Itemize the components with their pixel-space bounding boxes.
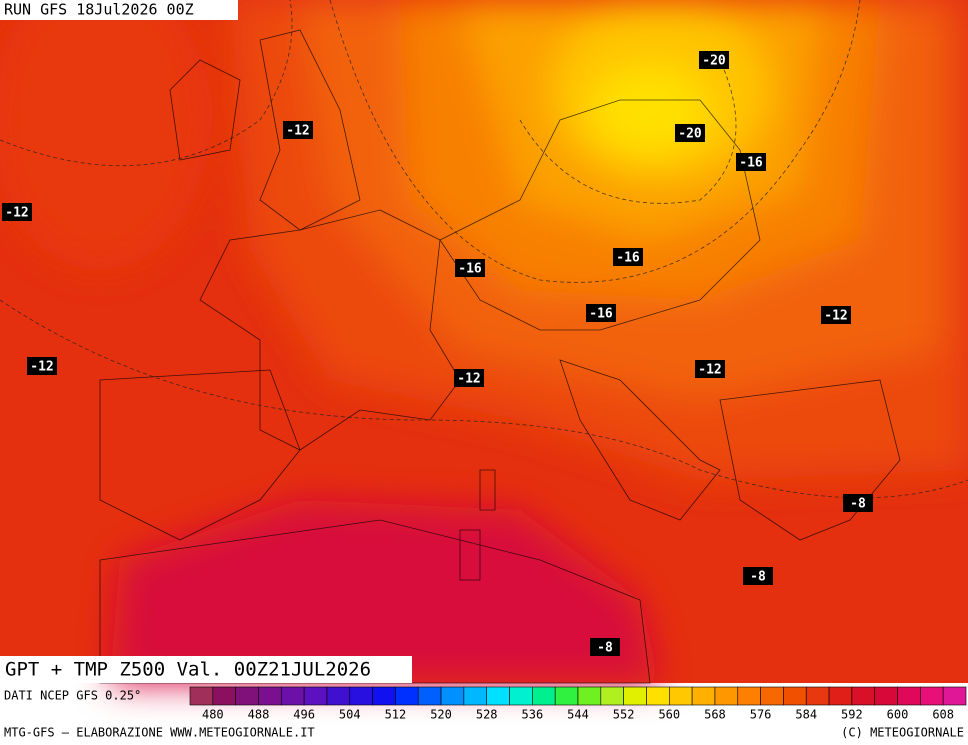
isotherm-label: -12	[824, 309, 847, 324]
colorbar-label: 544	[567, 708, 589, 722]
label-box	[736, 153, 766, 171]
isotherm-label: -12	[286, 124, 309, 139]
isotherm-label: -8	[597, 641, 613, 656]
label-box	[695, 360, 725, 378]
label-box	[675, 124, 705, 142]
isotherm-label: -16	[616, 251, 640, 266]
colorbar-swatch	[326, 686, 351, 706]
colorbar-swatch	[235, 686, 259, 706]
colorbar-swatch	[691, 686, 716, 706]
isotherm-label: -8	[750, 570, 766, 585]
colorbar-swatch	[189, 686, 214, 706]
colorbar-label: 488	[248, 708, 270, 722]
colorbar-swatch	[280, 686, 305, 706]
colorbar-label: 512	[385, 708, 407, 722]
colorbar-swatch	[851, 686, 876, 706]
colorbar-swatch	[440, 686, 465, 706]
colorbar-swatch	[623, 686, 647, 706]
colorbar-label: 528	[476, 708, 498, 722]
label-box	[590, 638, 620, 656]
footer-left: MTG-GFS – ELABORAZIONE WWW.METEOGIORNALE…	[4, 726, 315, 740]
isotherm-label: -12	[457, 372, 480, 387]
colorbar-swatch	[874, 686, 898, 706]
colorbar-swatch	[714, 686, 739, 706]
run-label: RUN GFS 18Jul2026 00Z	[4, 1, 194, 19]
colorbar-label: 608	[932, 708, 954, 722]
isotherm-labels: -12 -12 -12 -16 -16 -16 -12 -12 -12 -16 -20 -20 -8 -8…	[2, 51, 873, 656]
colorbar-swatch	[920, 686, 944, 706]
colorbar-swatch	[349, 686, 373, 706]
label-box	[586, 304, 616, 322]
isotherm-label: -20	[702, 54, 726, 69]
isotherm-label: -20	[678, 127, 702, 142]
colorbar-swatch	[417, 686, 442, 706]
label-box	[27, 357, 57, 375]
colorbar-label: 520	[430, 708, 452, 722]
isotherm-label: -8	[850, 497, 866, 512]
colorbar-swatch	[395, 686, 419, 706]
isotherm-label: -16	[589, 307, 613, 322]
colorbar-label: 584	[795, 708, 817, 722]
data-source: DATI NCEP GFS 0.25°	[4, 689, 141, 703]
colorbar-label: 552	[613, 708, 635, 722]
map-field	[0, 0, 968, 684]
colorbar-swatch	[805, 686, 830, 706]
colorbar-swatch	[554, 686, 579, 706]
run-box	[0, 0, 238, 20]
colorbar-swatch	[212, 686, 236, 706]
isotherm-label: -16	[739, 156, 763, 171]
colorbar-label: 504	[339, 708, 361, 722]
footer-right: (C) METEOGIORNALE	[841, 726, 964, 740]
colorbar-swatch	[258, 686, 282, 706]
colorbar-swatch	[828, 686, 853, 706]
colorbar-swatch	[646, 686, 670, 706]
colorbar-swatch	[463, 686, 488, 706]
colorbar-label: 600	[887, 708, 909, 722]
colorbar-swatch	[783, 686, 807, 706]
label-box	[2, 203, 32, 221]
colorbar-swatch	[509, 686, 533, 706]
colorbar-swatch	[737, 686, 761, 706]
colorbar-swatch	[942, 686, 967, 706]
map-title: GPT + TMP Z500 Val. 00Z21JUL2026	[5, 659, 371, 681]
colorbar-swatch	[600, 686, 624, 706]
colorbar-label: 480	[202, 708, 224, 722]
colorbar-swatch	[486, 686, 510, 706]
colorbar: 480 488 496 504 512 520 528 536 544 552 560 568 576 5…	[189, 686, 967, 722]
colorbar-swatch	[668, 686, 693, 706]
label-box	[283, 121, 313, 139]
colorbar-label: 576	[750, 708, 772, 722]
isotherm-label: -12	[30, 360, 53, 375]
colorbar-label: 560	[658, 708, 680, 722]
colorbar-swatch	[532, 686, 556, 706]
label-box	[613, 248, 643, 266]
colorbar-label: 536	[522, 708, 544, 722]
colorbar-swatch	[897, 686, 921, 706]
isotherm-label: -12	[5, 206, 28, 221]
isotherm-label: -16	[458, 262, 482, 277]
colorbar-swatch	[303, 686, 328, 706]
label-box	[699, 51, 729, 69]
colorbar-swatch	[577, 686, 602, 706]
colorbar-label: 592	[841, 708, 863, 722]
label-box	[454, 369, 484, 387]
colorbar-swatch	[372, 686, 396, 706]
isotherm-label: -12	[698, 363, 721, 378]
colorbar-label: 568	[704, 708, 726, 722]
colorbar-swatch	[760, 686, 784, 706]
label-box	[743, 567, 773, 585]
label-box	[843, 494, 873, 512]
label-box	[821, 306, 851, 324]
colorbar-label: 496	[293, 708, 315, 722]
title-box	[0, 656, 412, 683]
label-box	[455, 259, 485, 277]
